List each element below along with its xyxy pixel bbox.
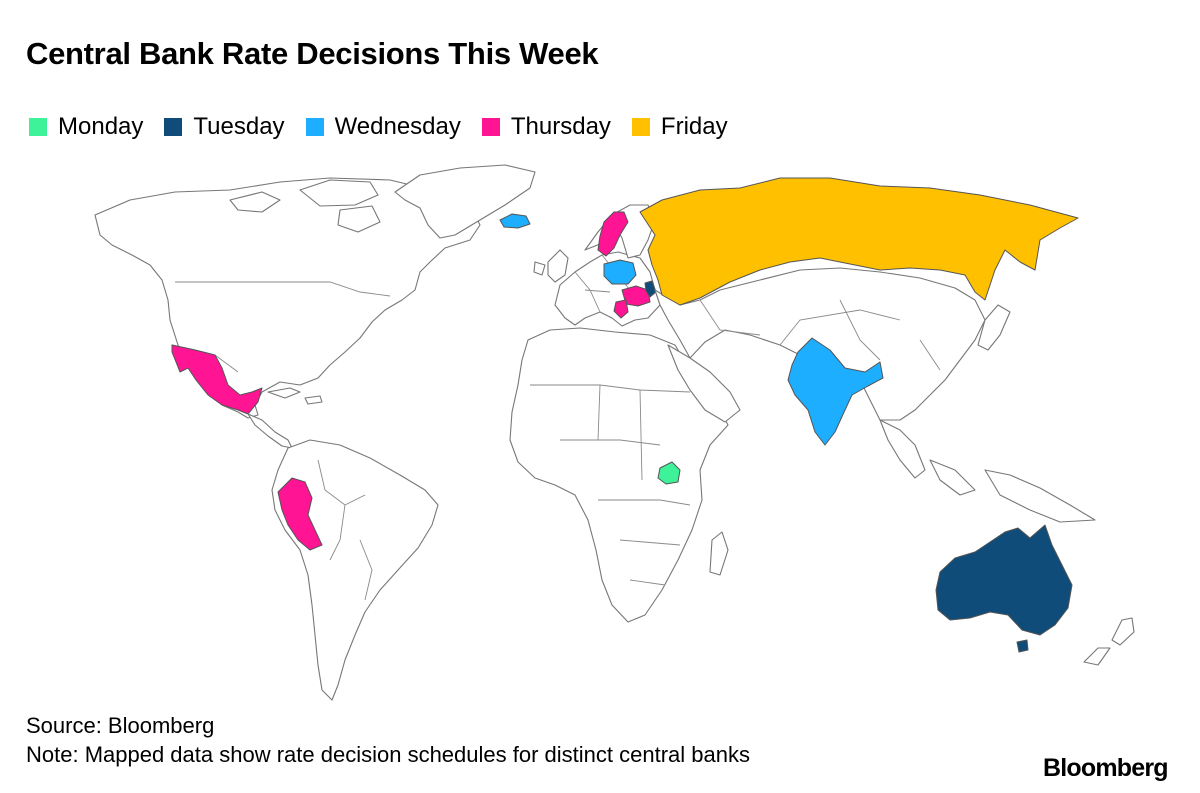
country-sweden: [597, 211, 629, 257]
note-text: Note: Mapped data show rate decision sch…: [26, 742, 750, 767]
legend-swatch-friday: [631, 118, 650, 136]
country-serbia: [613, 299, 629, 319]
legend-item-monday: Monday: [29, 113, 143, 141]
country-iceland: [499, 213, 531, 229]
legend-label-tuesday: Tuesday: [193, 113, 285, 140]
country-poland: [603, 259, 637, 285]
landmass-arabia: [667, 344, 741, 423]
legend-swatch-wednesday: [305, 118, 324, 136]
borders-africa: [530, 384, 691, 586]
landmass-central-america: [247, 413, 293, 449]
legend-swatch-monday: [29, 118, 47, 136]
legend-swatch-thursday: [481, 118, 500, 136]
landmass-madagascar: [709, 531, 729, 576]
country-australia: [935, 524, 1073, 636]
legend-item-wednesday: Wednesday: [305, 113, 461, 141]
bloomberg-logo: Bloomberg: [1043, 754, 1169, 782]
legend-label-thursday: Thursday: [510, 113, 611, 140]
legend: Monday Tuesday Wednesday Thursday Friday: [29, 113, 749, 141]
legend-label-monday: Monday: [58, 113, 144, 140]
landmass-new-zealand: [1083, 617, 1135, 666]
landmass-uk: [533, 249, 569, 283]
legend-item-thursday: Thursday: [481, 113, 611, 141]
legend-item-tuesday: Tuesday: [164, 113, 285, 141]
country-moldova: [644, 280, 657, 298]
landmass-arctic-islands: [229, 179, 381, 233]
legend-item-friday: Friday: [631, 113, 728, 141]
landmass-greenland: [394, 164, 536, 239]
source-text: Source: Bloomberg: [26, 713, 215, 738]
country-uganda: [657, 461, 681, 485]
chart-title: Central Bank Rate Decisions This Week: [26, 36, 599, 71]
country-russia: [639, 177, 1079, 306]
landmass-caribbean: [267, 387, 323, 405]
borders-south-america: [317, 459, 373, 601]
landmass-japan: [977, 304, 1011, 351]
landmass-africa: [509, 327, 729, 623]
landmass-southeast-asia: [879, 419, 1096, 523]
legend-label-wednesday: Wednesday: [334, 113, 461, 140]
country-peru: [277, 477, 323, 551]
borders-asia: [699, 299, 941, 371]
country-australia-tasmania: [1016, 639, 1029, 653]
legend-label-friday: Friday: [660, 113, 728, 140]
country-india: [787, 337, 884, 446]
world-map: [94, 164, 1135, 701]
landmass-south-america: [271, 439, 439, 701]
legend-swatch-tuesday: [164, 118, 183, 136]
border-us-canada: [175, 281, 391, 297]
